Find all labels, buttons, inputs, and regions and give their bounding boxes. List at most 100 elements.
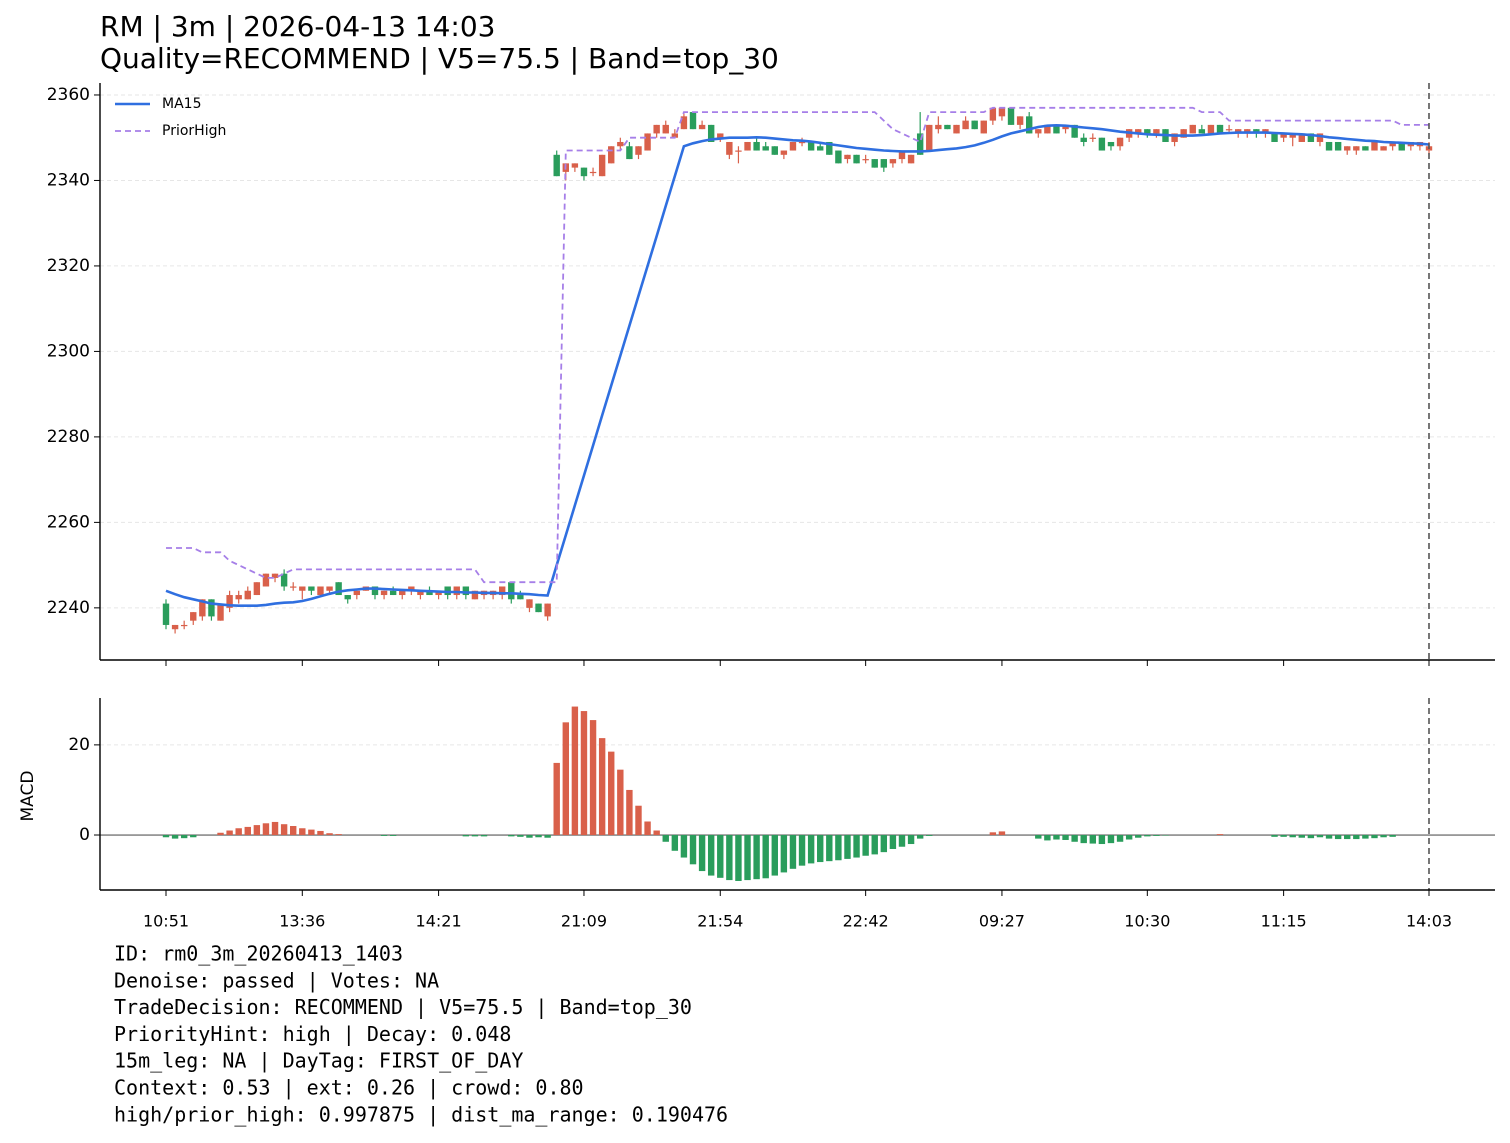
candle-body [926, 124, 933, 151]
candle-body [817, 146, 824, 151]
candle-body [544, 603, 551, 617]
candle-body [789, 141, 797, 151]
macd-bar [1380, 835, 1387, 838]
footer-line: TradeDecision: RECOMMEND | V5=75.5 | Ban… [114, 995, 692, 1019]
macd-bar [608, 751, 615, 836]
candle-body [571, 163, 579, 168]
macd-bar [1062, 835, 1069, 840]
candle-body [1180, 129, 1187, 138]
candle-body [971, 120, 978, 130]
x-tick-label: 13:36 [279, 912, 325, 931]
macd-bar [462, 835, 470, 837]
candle-body [907, 154, 915, 164]
candle-body [399, 590, 406, 596]
candle-body [1007, 107, 1015, 125]
macd-bar [1280, 835, 1287, 837]
candle-body [762, 146, 769, 151]
candle-body [180, 624, 188, 627]
x-tick-label: 09:27 [979, 912, 1025, 931]
macd-bar [862, 835, 869, 856]
macd-bar [471, 835, 479, 837]
candle-body [553, 154, 560, 177]
candle-body [953, 124, 960, 134]
macd-bar [717, 835, 724, 878]
x-tick-label: 14:21 [416, 912, 462, 931]
candle-body [898, 150, 906, 160]
macd-bar [1053, 835, 1060, 840]
macd-bar [698, 835, 706, 872]
candle-body [1116, 137, 1124, 147]
macd-bar [998, 831, 1006, 836]
macd-bar [626, 789, 633, 836]
candle-body [1153, 129, 1160, 134]
candle-body [1062, 124, 1069, 130]
macd-bar [226, 830, 233, 836]
macd-bar [526, 835, 533, 838]
macd-bar [299, 828, 306, 836]
macd-bar [217, 832, 224, 836]
macd-bar [926, 835, 933, 836]
macd-bar [480, 835, 488, 837]
candle-body [780, 150, 788, 155]
candle-body [253, 582, 261, 596]
macd-bar [907, 835, 915, 845]
candle-body [317, 586, 324, 596]
candle-body [1234, 129, 1242, 134]
x-tick-label: 11:15 [1261, 912, 1307, 931]
candle-body [262, 573, 270, 587]
candle-body [462, 586, 470, 596]
candle-body [1089, 137, 1097, 139]
macd-bar [835, 835, 842, 861]
macd-bar [589, 720, 597, 836]
macd-bar [744, 835, 751, 881]
x-tick-label: 10:51 [143, 912, 189, 931]
candle-body [1344, 146, 1351, 151]
candle-body [1253, 129, 1260, 134]
macd-bar [662, 835, 669, 842]
macd-bar [389, 835, 397, 836]
candle-body [217, 603, 224, 621]
macd-bar [1289, 835, 1296, 838]
macd-bar [735, 835, 742, 881]
candle-body [353, 590, 361, 596]
macd-bar [880, 835, 888, 853]
candle-body [717, 133, 724, 138]
macd-bar [1153, 835, 1160, 836]
macd-bar [726, 835, 733, 881]
candle-body [598, 154, 606, 177]
macd-bar [635, 805, 642, 836]
candle-body [944, 124, 951, 130]
candle-body [471, 590, 479, 600]
y-tick-label: 2260 [47, 512, 90, 532]
macd-bar [190, 835, 197, 838]
macd-bar [326, 833, 333, 836]
candle-body [662, 124, 669, 134]
candle-body [1262, 129, 1269, 134]
candle-body [417, 590, 424, 596]
candle-body [1016, 116, 1024, 125]
macd-bar [535, 835, 542, 838]
macd-bar [1325, 835, 1333, 839]
candle-body [744, 141, 751, 151]
footer-line: Context: 0.53 | ext: 0.26 | crowd: 0.80 [114, 1076, 584, 1100]
macd-bar [335, 834, 342, 836]
candle-body [1035, 129, 1042, 134]
candle-body [208, 599, 215, 617]
candle-body [308, 586, 315, 591]
macd-bar [253, 825, 261, 836]
candle-body [635, 146, 642, 155]
candle-body [935, 124, 942, 130]
candle-body [580, 167, 588, 177]
macd-bar [1344, 835, 1351, 840]
macd-bar [262, 823, 270, 836]
candle-body [626, 146, 633, 160]
candle-body [1080, 137, 1087, 142]
candle-body [299, 586, 306, 591]
series-line [165, 123, 1430, 608]
macd-bar [807, 835, 815, 864]
candle-body [826, 141, 833, 155]
candle-body [517, 595, 524, 600]
chart-title: RM | 3m | 2026-04-13 14:03 [100, 10, 496, 43]
candle-body [589, 171, 597, 174]
candle-body [807, 141, 815, 151]
